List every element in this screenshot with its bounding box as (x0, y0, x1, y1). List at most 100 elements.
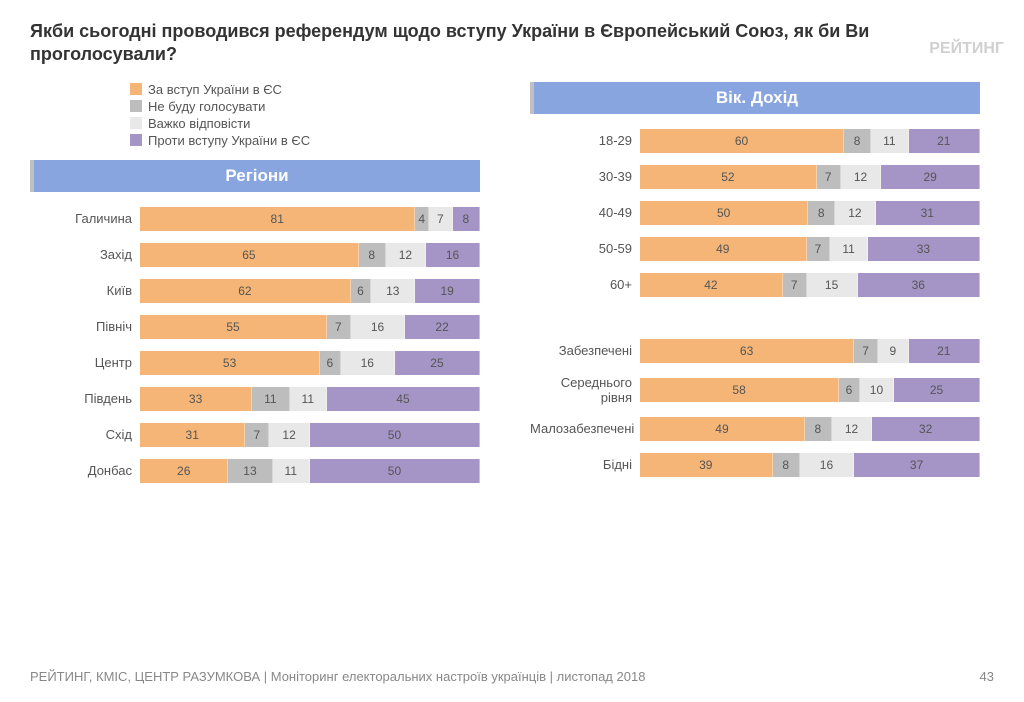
bar-segment: 55 (140, 315, 327, 339)
bar-segment: 45 (327, 387, 480, 411)
bar-segment: 8 (844, 129, 871, 153)
bar-segment: 21 (909, 339, 980, 363)
bar-segment: 10 (860, 378, 894, 402)
row-label: Бідні (530, 457, 640, 472)
legend-item: Не буду голосувати (130, 99, 480, 114)
legend-swatch (130, 100, 142, 112)
bar-segment: 65 (140, 243, 359, 267)
chart-row: Північ5571622 (30, 315, 480, 339)
row-label: Галичина (30, 211, 140, 226)
bar-segment: 11 (871, 129, 908, 153)
bar-segment: 26 (140, 459, 228, 483)
row-label: 30-39 (530, 169, 640, 184)
right-panel-header: Вік. Дохід (530, 82, 980, 114)
legend-label: Важко відповісти (148, 116, 250, 131)
row-label: 18-29 (530, 133, 640, 148)
bar-segment: 7 (807, 237, 831, 261)
bar-segment: 16 (426, 243, 480, 267)
legend-swatch (130, 134, 142, 146)
chart-row: Схід3171250 (30, 423, 480, 447)
bar-segment: 62 (140, 279, 351, 303)
bar-segment: 29 (881, 165, 980, 189)
stacked-bar: 6081121 (640, 129, 980, 153)
row-label: Донбас (30, 463, 140, 478)
bar-segment: 39 (640, 453, 773, 477)
chart-row: Південь33111145 (30, 387, 480, 411)
bar-segment: 11 (252, 387, 289, 411)
stacked-bar: 81478 (140, 207, 480, 231)
stacked-bar: 33111145 (140, 387, 480, 411)
legend-item: Важко відповісти (130, 116, 480, 131)
stacked-bar: 3171250 (140, 423, 480, 447)
bar-segment: 50 (310, 423, 480, 447)
chart-row: Центр5361625 (30, 351, 480, 375)
chart-row: Середнього рівня5861025 (530, 375, 980, 405)
bar-segment: 33 (140, 387, 252, 411)
chart-row: 60+4271536 (530, 273, 980, 297)
stacked-bar: 5571622 (140, 315, 480, 339)
bar-segment: 63 (640, 339, 854, 363)
stacked-bar: 4981232 (640, 417, 980, 441)
page-title: Якби сьогодні проводився референдум щодо… (30, 20, 930, 67)
right-chart-income: Забезпечені637921Середнього рівня5861025… (530, 339, 980, 477)
stacked-bar: 5361625 (140, 351, 480, 375)
chart-row: Київ6261319 (30, 279, 480, 303)
row-label: Південь (30, 391, 140, 406)
bar-segment: 31 (140, 423, 245, 447)
right-column: Вік. Дохід 18-296081121 30-395271229 40-49… (530, 82, 980, 495)
bar-segment: 11 (290, 387, 327, 411)
bar-segment: 11 (273, 459, 310, 483)
bar-segment: 50 (310, 459, 480, 483)
row-label: 40-49 (530, 205, 640, 220)
row-label: Київ (30, 283, 140, 298)
chart-row: 50-594971133 (530, 237, 980, 261)
footer: РЕЙТИНГ, КМІС, ЦЕНТР РАЗУМКОВА | Монітор… (30, 669, 994, 684)
row-label: Забезпечені (530, 343, 640, 358)
bar-segment: 13 (228, 459, 272, 483)
stacked-bar: 6261319 (140, 279, 480, 303)
chart-row: Галичина81478 (30, 207, 480, 231)
bar-segment: 37 (854, 453, 980, 477)
legend-item: За вступ України в ЄС (130, 82, 480, 97)
bar-segment: 42 (640, 273, 783, 297)
bar-segment: 16 (351, 315, 405, 339)
bar-segment: 8 (773, 453, 800, 477)
row-label: Захід (30, 247, 140, 262)
row-label: 50-59 (530, 241, 640, 256)
stacked-bar: 6581216 (140, 243, 480, 267)
legend: За вступ України в ЄС Не буду голосувати В… (130, 82, 480, 148)
bar-segment: 16 (800, 453, 854, 477)
legend-label: За вступ України в ЄС (148, 82, 282, 97)
stacked-bar: 637921 (640, 339, 980, 363)
bar-segment: 21 (909, 129, 980, 153)
chart-row: 30-395271229 (530, 165, 980, 189)
bar-segment: 49 (640, 417, 805, 441)
bar-segment: 49 (640, 237, 807, 261)
bar-segment: 7 (854, 339, 878, 363)
stacked-bar: 3981637 (640, 453, 980, 477)
bar-segment: 8 (805, 417, 832, 441)
bar-segment: 15 (807, 273, 858, 297)
content: За вступ України в ЄС Не буду голосувати В… (30, 82, 994, 495)
row-label: Північ (30, 319, 140, 334)
footer-source: РЕЙТИНГ, КМІС, ЦЕНТР РАЗУМКОВА | Монітор… (30, 669, 645, 684)
legend-swatch (130, 83, 142, 95)
stacked-bar: 5861025 (640, 378, 980, 402)
bar-segment: 8 (359, 243, 386, 267)
bar-segment: 12 (832, 417, 872, 441)
left-chart: Галичина81478 Захід6581216 Київ6261319 Півн… (30, 207, 480, 483)
bar-segment: 25 (894, 378, 980, 402)
chart-row: Бідні3981637 (530, 453, 980, 477)
row-label: Середнього рівня (530, 375, 640, 405)
left-panel-header: Регіони (30, 160, 480, 192)
bar-segment: 25 (395, 351, 480, 375)
chart-row: 18-296081121 (530, 129, 980, 153)
stacked-bar: 26131150 (140, 459, 480, 483)
bar-segment: 8 (808, 201, 835, 225)
bar-segment: 7 (327, 315, 351, 339)
bar-segment: 12 (835, 201, 875, 225)
stacked-bar: 5271229 (640, 165, 980, 189)
bar-segment: 4 (415, 207, 429, 231)
bar-segment: 12 (841, 165, 882, 189)
stacked-bar: 5081231 (640, 201, 980, 225)
